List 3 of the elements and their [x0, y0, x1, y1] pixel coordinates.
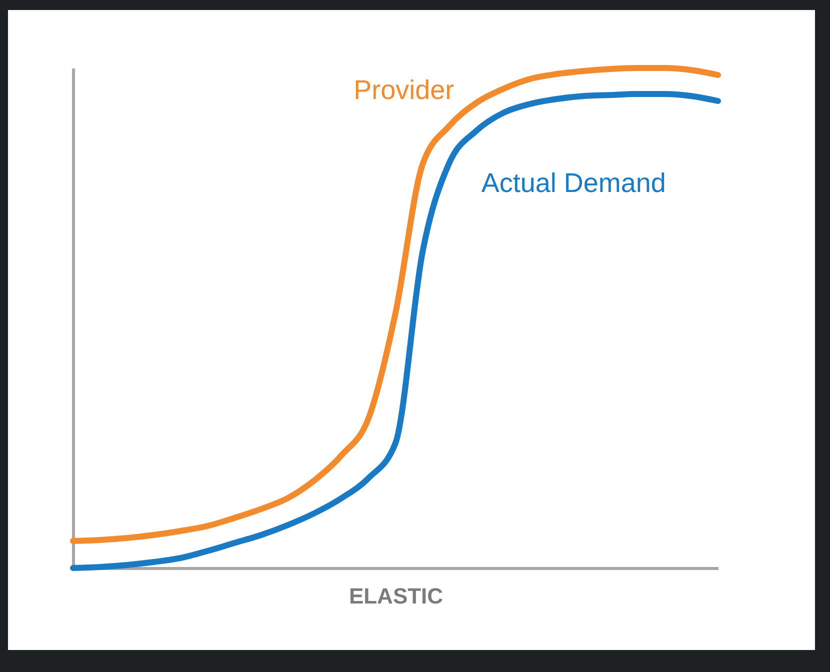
x-axis-title: ELASTIC: [348, 584, 444, 608]
series-label: Actual Demand: [481, 168, 666, 198]
series-label: Provider: [354, 75, 454, 105]
